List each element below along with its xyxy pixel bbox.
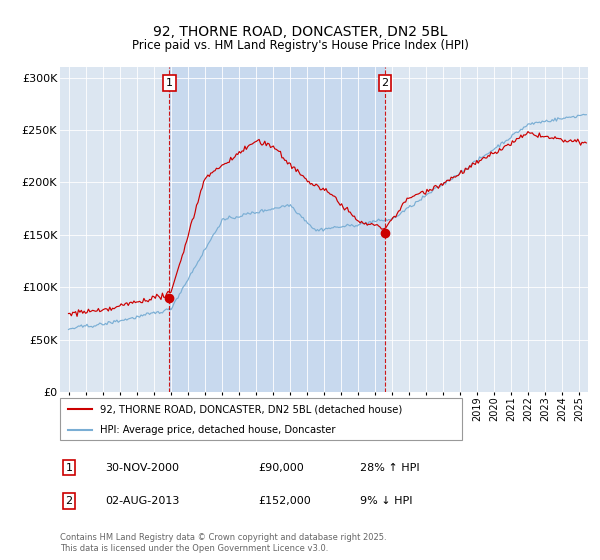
Text: £152,000: £152,000 [258, 496, 311, 506]
Text: 30-NOV-2000: 30-NOV-2000 [105, 463, 179, 473]
Text: 02-AUG-2013: 02-AUG-2013 [105, 496, 179, 506]
Text: Contains HM Land Registry data © Crown copyright and database right 2025.
This d: Contains HM Land Registry data © Crown c… [60, 533, 386, 553]
Text: 1: 1 [166, 78, 173, 88]
Text: 92, THORNE ROAD, DONCASTER, DN2 5BL: 92, THORNE ROAD, DONCASTER, DN2 5BL [153, 25, 447, 39]
Text: £90,000: £90,000 [258, 463, 304, 473]
FancyBboxPatch shape [60, 398, 462, 440]
Text: 9% ↓ HPI: 9% ↓ HPI [360, 496, 413, 506]
Bar [169, 67, 385, 392]
Text: 92, THORNE ROAD, DONCASTER, DN2 5BL (detached house): 92, THORNE ROAD, DONCASTER, DN2 5BL (det… [100, 404, 403, 414]
Text: 2: 2 [382, 78, 389, 88]
Text: 2: 2 [65, 496, 73, 506]
Text: 28% ↑ HPI: 28% ↑ HPI [360, 463, 419, 473]
Text: HPI: Average price, detached house, Doncaster: HPI: Average price, detached house, Donc… [100, 426, 336, 435]
Text: Price paid vs. HM Land Registry's House Price Index (HPI): Price paid vs. HM Land Registry's House … [131, 39, 469, 52]
Text: 1: 1 [65, 463, 73, 473]
